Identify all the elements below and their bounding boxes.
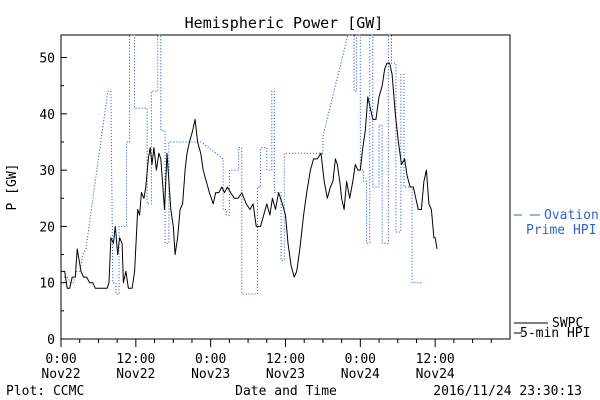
legend-swpc-label-2: 5-min HPI — [520, 326, 590, 341]
x-axis-label: Date and Time — [235, 384, 337, 399]
x-tick-time: 12:00 — [416, 352, 455, 367]
x-tick-date: Nov22 — [116, 367, 155, 382]
y-tick-label: 40 — [39, 108, 55, 123]
x-tick-date: Nov22 — [41, 367, 80, 382]
footer-plot-credit: Plot: CCMC — [6, 384, 84, 399]
plot-frame — [60, 34, 511, 340]
x-tick-time: 12:00 — [266, 352, 305, 367]
x-axis: 0:00Nov2212:00Nov220:00Nov2312:00Nov230:… — [41, 339, 492, 382]
footer-timestamp: 2016/11/24 23:30:13 — [433, 384, 582, 399]
x-tick-date: Nov24 — [416, 367, 455, 382]
legend-swpc-label-1: SWPC — [552, 316, 583, 331]
y-tick-label: 50 — [39, 52, 55, 67]
legend-swpc: SWPC 5-min HPI — [514, 316, 590, 341]
series-layer — [61, 34, 438, 295]
y-tick-label: 10 — [39, 277, 55, 292]
x-tick-time: 0:00 — [345, 352, 376, 367]
legend-ovation: Ovation Prime HPI — [514, 208, 599, 238]
x-tick-time: 12:00 — [116, 352, 155, 367]
x-tick-date: Nov23 — [266, 367, 305, 382]
legend-ovation-label-1: Ovation — [544, 208, 599, 223]
series-line-swpc — [61, 62, 438, 289]
series-line-ovation — [61, 34, 423, 295]
x-tick-time: 0:00 — [195, 352, 226, 367]
chart-title: Hemispheric Power [GW] — [185, 14, 384, 32]
y-tick-label: 0 — [47, 333, 55, 348]
x-tick-time: 0:00 — [45, 352, 76, 367]
x-tick-date: Nov23 — [191, 367, 230, 382]
x-tick-date: Nov24 — [341, 367, 380, 382]
legend-ovation-label-2: Prime HPI — [526, 223, 596, 238]
y-tick-label: 20 — [39, 220, 55, 235]
y-axis-label: P [GW] — [5, 164, 20, 211]
y-tick-label: 30 — [39, 164, 55, 179]
y-axis: 0 10 20 30 40 50 — [39, 52, 67, 348]
